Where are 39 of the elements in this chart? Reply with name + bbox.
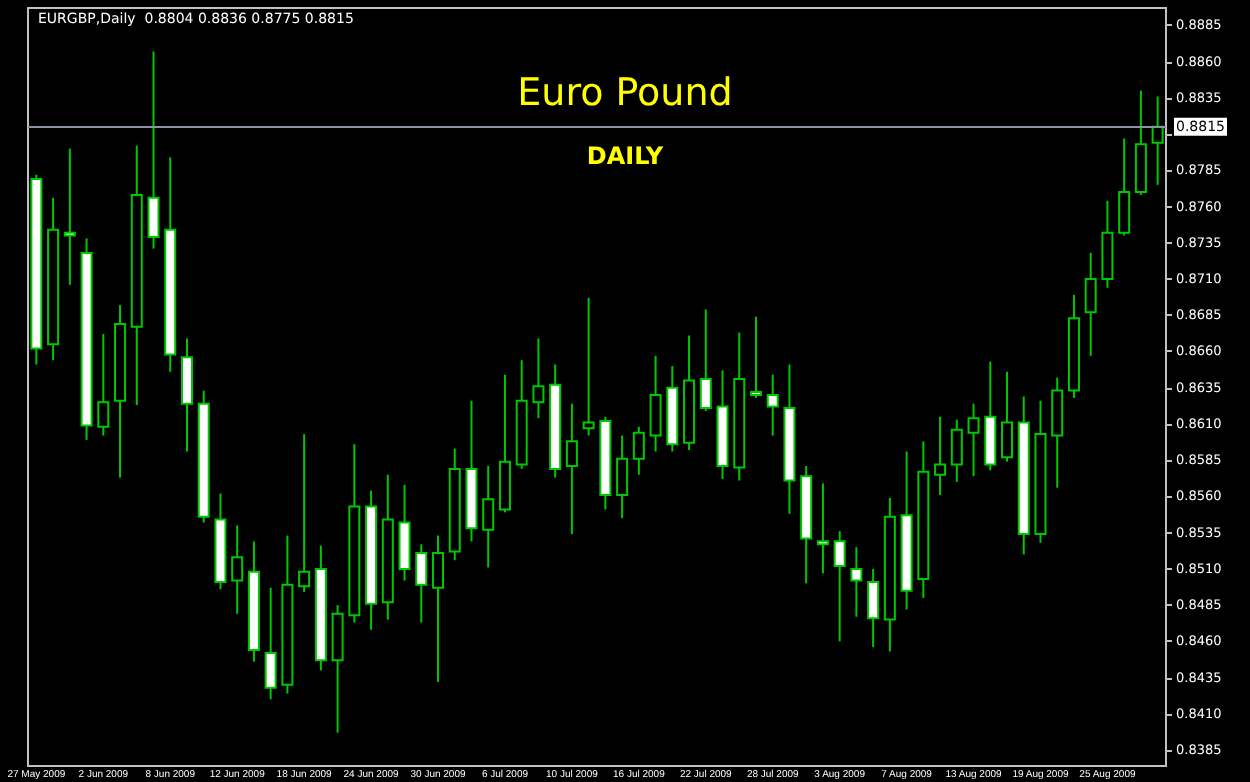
candlestick: [298, 433, 311, 594]
candlestick: [498, 373, 511, 514]
candlestick: [867, 567, 880, 649]
candlestick: [1051, 376, 1064, 489]
candlestick: [1084, 251, 1097, 357]
candlestick: [850, 546, 863, 618]
candlestick: [582, 296, 595, 437]
candlestick: [532, 337, 545, 420]
candlestick: [482, 464, 495, 569]
text: DAILY: [586, 142, 664, 170]
candlestick: [833, 530, 846, 643]
candlestick: [565, 402, 578, 536]
candlestick: [63, 147, 76, 286]
candlestick: [415, 543, 428, 624]
candlestick: [934, 415, 947, 496]
candlestick: [766, 373, 779, 437]
candlestick: [1134, 89, 1147, 196]
candlestick: [231, 524, 244, 615]
candlestick: [180, 337, 193, 453]
candlestick: [432, 534, 445, 683]
candlestick: [264, 586, 277, 701]
candlestick: [749, 315, 762, 399]
candlestick: [950, 418, 963, 483]
candlestick: [1118, 137, 1131, 237]
candlestick: [984, 360, 997, 472]
candlestick: [816, 482, 829, 575]
candlestick: [632, 425, 645, 476]
candlestick: [649, 354, 662, 453]
candlestick: [1001, 370, 1014, 463]
text: Euro Pound: [517, 71, 733, 115]
candlestick: [331, 604, 344, 734]
candlestick: [398, 483, 411, 582]
candlestick: [147, 50, 160, 250]
candlestick: [699, 308, 712, 412]
candlestick: [1101, 199, 1114, 289]
candlestick: [967, 402, 980, 478]
candlestick: [97, 333, 110, 437]
candlestick: [1151, 95, 1164, 186]
candlestick: [616, 434, 629, 520]
